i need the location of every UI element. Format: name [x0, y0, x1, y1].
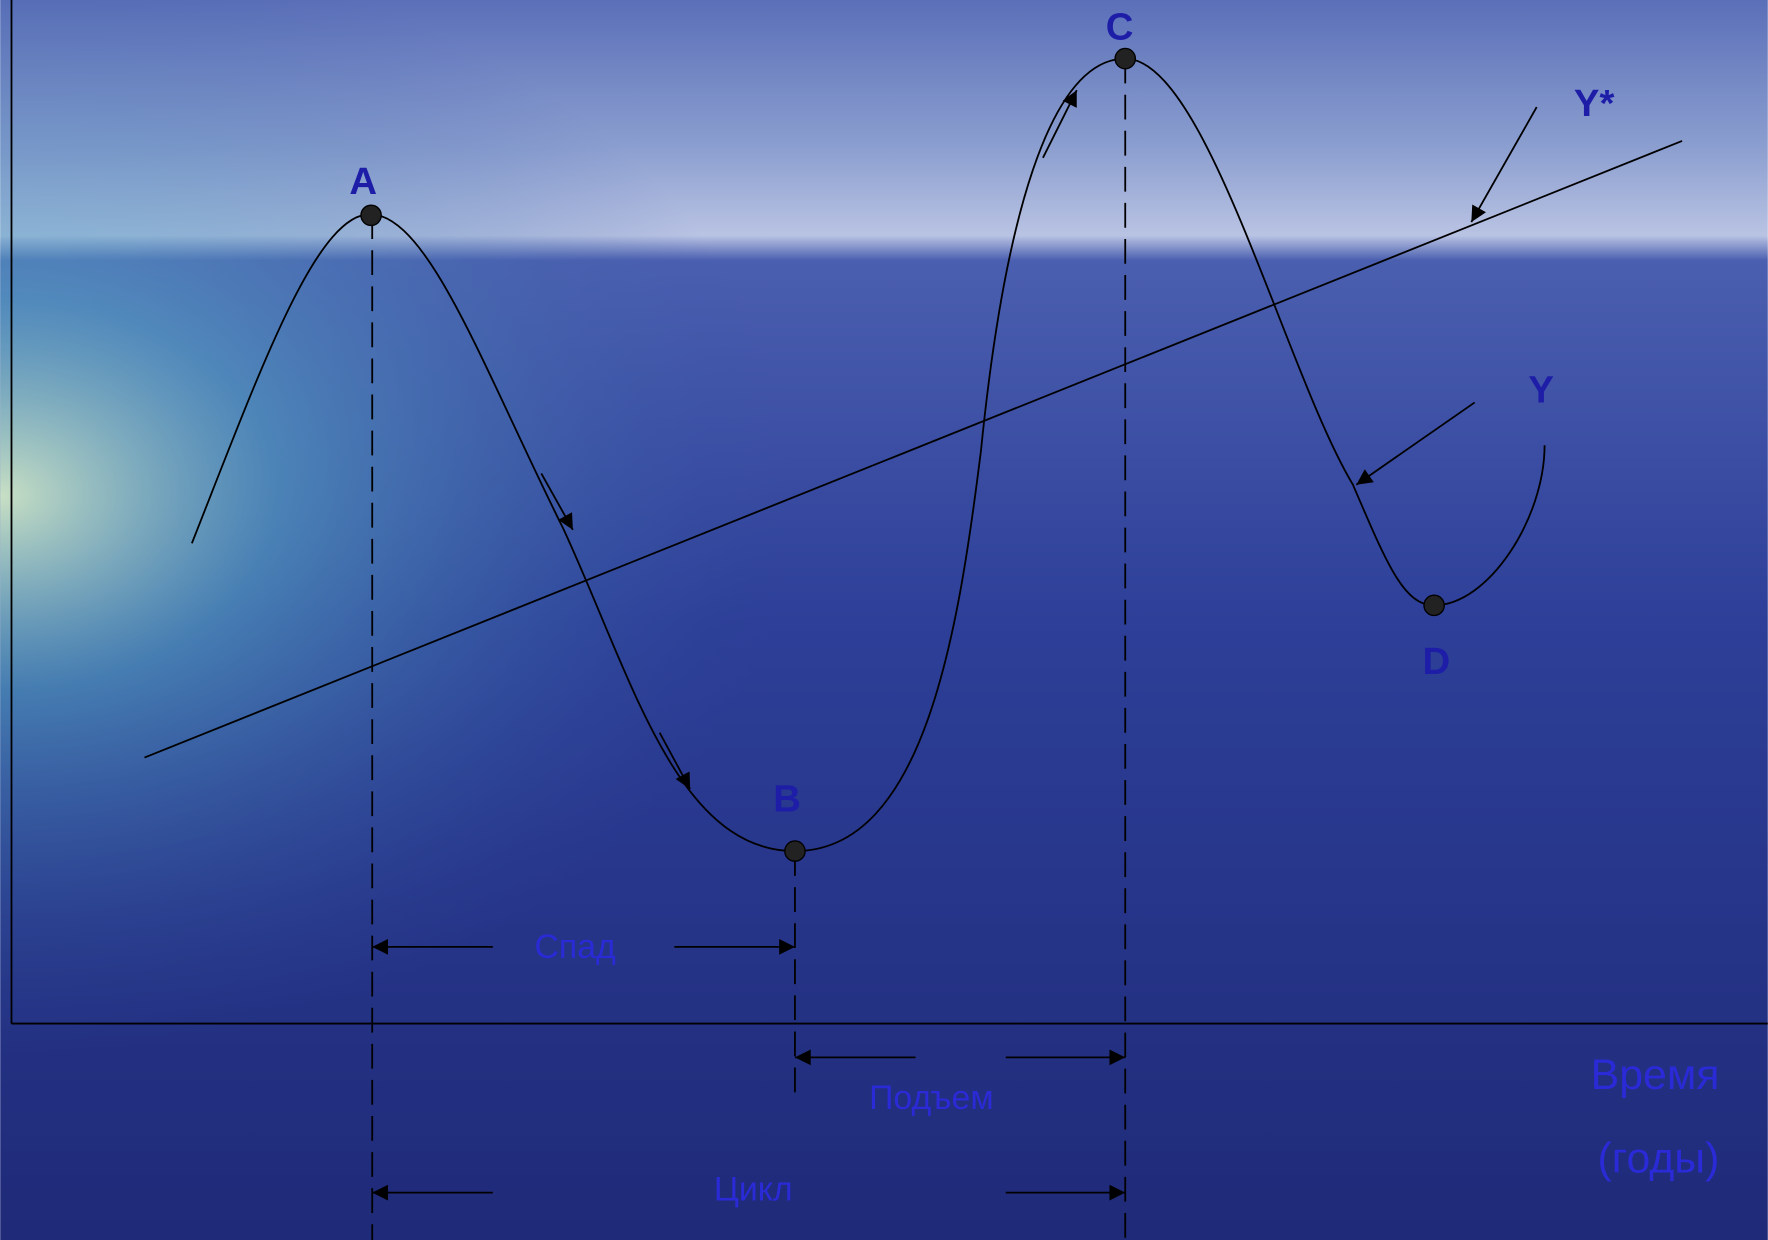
- point-marker: [360, 204, 382, 227]
- cycle-curve: [191, 57, 1546, 852]
- point-markers: [360, 47, 1445, 862]
- curve-label: Y: [1528, 368, 1554, 411]
- point-label: D: [1423, 640, 1451, 683]
- point-label: A: [349, 160, 377, 203]
- point-label: C: [1106, 5, 1134, 48]
- phase-label: Подъем: [869, 1079, 993, 1117]
- phase-label: Цикл: [714, 1171, 793, 1209]
- curve-label: Y*: [1574, 82, 1615, 125]
- point-marker: [1423, 594, 1445, 617]
- point-marker: [1114, 47, 1137, 70]
- direction-arrow: [540, 473, 574, 531]
- axis-label: Время: [1591, 1051, 1720, 1099]
- point-marker: [784, 840, 806, 862]
- phase-label: Спад: [535, 928, 617, 966]
- pointer-arrow: [1470, 106, 1538, 223]
- point-label: B: [773, 778, 801, 821]
- pointer-arrow: [1355, 401, 1476, 486]
- trend-line: [144, 140, 1683, 759]
- direction-arrow: [658, 732, 691, 790]
- direction-arrow: [1042, 89, 1078, 159]
- axis-unit: (годы): [1598, 1134, 1720, 1182]
